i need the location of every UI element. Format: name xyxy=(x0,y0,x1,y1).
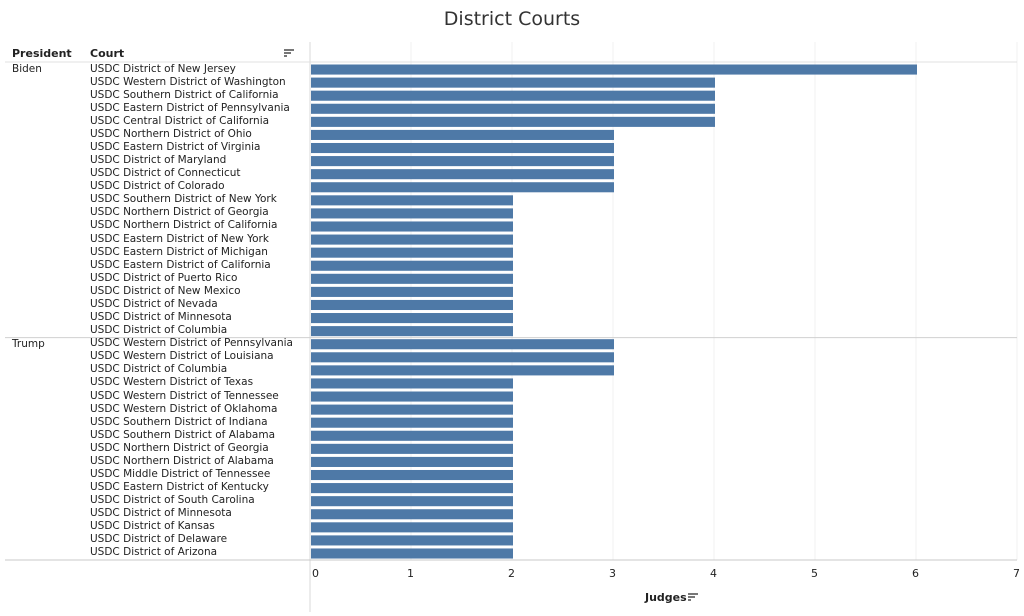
court-label: USDC Central District of California xyxy=(90,114,270,127)
bar xyxy=(311,182,614,193)
court-label: USDC Eastern District of New York xyxy=(90,232,269,245)
bar xyxy=(311,129,614,140)
bar xyxy=(311,103,715,114)
court-label: USDC District of Minnesota xyxy=(90,507,232,520)
bar xyxy=(311,548,513,559)
bar xyxy=(311,116,715,127)
court-label: USDC District of New Mexico xyxy=(90,284,241,297)
bar xyxy=(311,142,614,154)
court-label: USDC District of Maryland xyxy=(90,154,227,167)
x-tick-label: 0 xyxy=(312,567,319,580)
bar xyxy=(311,260,513,271)
bar xyxy=(311,522,513,533)
court-label: USDC District of Nevada xyxy=(90,297,218,310)
bar xyxy=(311,273,513,284)
court-label: USDC Northern District of Georgia xyxy=(90,206,269,219)
bar xyxy=(311,286,513,297)
bar xyxy=(311,313,513,324)
court-label: USDC District of Kansas xyxy=(90,520,215,533)
court-label: USDC Western District of Tennessee xyxy=(90,389,279,402)
court-label: USDC District of Columbia xyxy=(90,324,228,337)
court-label: USDC Southern District of New York xyxy=(90,193,277,206)
court-label: USDC Southern District of Alabama xyxy=(90,428,276,441)
bar xyxy=(311,378,513,389)
x-tick-label: 2 xyxy=(508,567,515,580)
bar xyxy=(311,535,513,546)
bar xyxy=(311,443,513,454)
bar xyxy=(311,404,513,415)
chart-title: District Courts xyxy=(443,8,581,30)
court-label: USDC Western District of Pennsylvania xyxy=(90,337,293,350)
court-label: USDC Middle District of Tennessee xyxy=(90,467,271,480)
bar xyxy=(311,456,513,467)
bar xyxy=(311,365,614,376)
bar xyxy=(311,195,513,206)
court-label: USDC Eastern District of Pennsylvania xyxy=(90,101,290,114)
court-label: USDC District of South Carolina xyxy=(90,494,255,507)
bar xyxy=(311,247,513,258)
court-label: USDC District of Connecticut xyxy=(90,167,241,180)
bar xyxy=(311,208,513,219)
president-header: President xyxy=(12,47,72,60)
bar xyxy=(311,90,715,101)
bar xyxy=(311,64,917,75)
court-label: USDC District of Colorado xyxy=(90,180,225,193)
x-tick-label: 7 xyxy=(1013,567,1020,580)
bar xyxy=(311,299,513,311)
court-label: USDC Northern District of Alabama xyxy=(90,454,274,467)
court-label: USDC Northern District of Georgia xyxy=(90,441,269,454)
bar xyxy=(311,391,513,402)
bar xyxy=(311,352,614,363)
x-axis-label: Judges xyxy=(645,591,687,604)
court-label: USDC Northern District of California xyxy=(90,219,278,232)
court-header: Court xyxy=(90,47,125,60)
x-tick-label: 6 xyxy=(912,567,919,580)
x-tick-label: 4 xyxy=(710,567,717,580)
bar xyxy=(311,483,513,494)
court-label: USDC Eastern District of Michigan xyxy=(90,245,268,258)
court-label: USDC Eastern District of California xyxy=(90,258,271,271)
bar xyxy=(311,77,715,88)
court-label: USDC District of Columbia xyxy=(90,363,228,376)
bar xyxy=(311,326,513,337)
court-label: USDC Western District of Texas xyxy=(90,376,254,389)
president-label: Trump xyxy=(12,337,45,350)
court-label: USDC Eastern District of Kentucky xyxy=(90,481,269,494)
court-label: USDC Western District of Oklahoma xyxy=(90,402,278,415)
court-label: USDC District of Puerto Rico xyxy=(90,271,238,284)
court-label: USDC Western District of Washington xyxy=(90,75,286,88)
bar xyxy=(311,496,513,507)
court-label: USDC District of Delaware xyxy=(90,533,228,546)
x-tick-label: 3 xyxy=(609,567,616,580)
court-label: USDC Northern District of Ohio xyxy=(90,127,252,140)
court-label: USDC District of Minnesota xyxy=(90,311,232,324)
court-label: USDC Southern District of Indiana xyxy=(90,415,268,428)
court-label: USDC Southern District of California xyxy=(90,88,279,101)
bar xyxy=(311,169,614,180)
x-tick-label: 5 xyxy=(811,567,818,580)
bar xyxy=(311,339,614,350)
president-label: Biden xyxy=(12,63,42,75)
bar xyxy=(311,234,513,245)
bar xyxy=(311,509,513,520)
court-label: USDC District of New Jersey xyxy=(90,62,236,75)
court-label: USDC Western District of Louisiana xyxy=(90,350,274,363)
sort-icon[interactable] xyxy=(283,47,295,59)
bar xyxy=(311,417,513,428)
court-label: USDC Eastern District of Virginia xyxy=(90,140,261,153)
bar xyxy=(311,430,513,441)
axis-sort-icon[interactable] xyxy=(688,592,699,602)
court-label: USDC District of Arizona xyxy=(90,546,218,559)
bar xyxy=(311,156,614,167)
bar xyxy=(311,469,513,481)
bar xyxy=(311,221,513,232)
x-tick-label: 1 xyxy=(407,567,414,580)
